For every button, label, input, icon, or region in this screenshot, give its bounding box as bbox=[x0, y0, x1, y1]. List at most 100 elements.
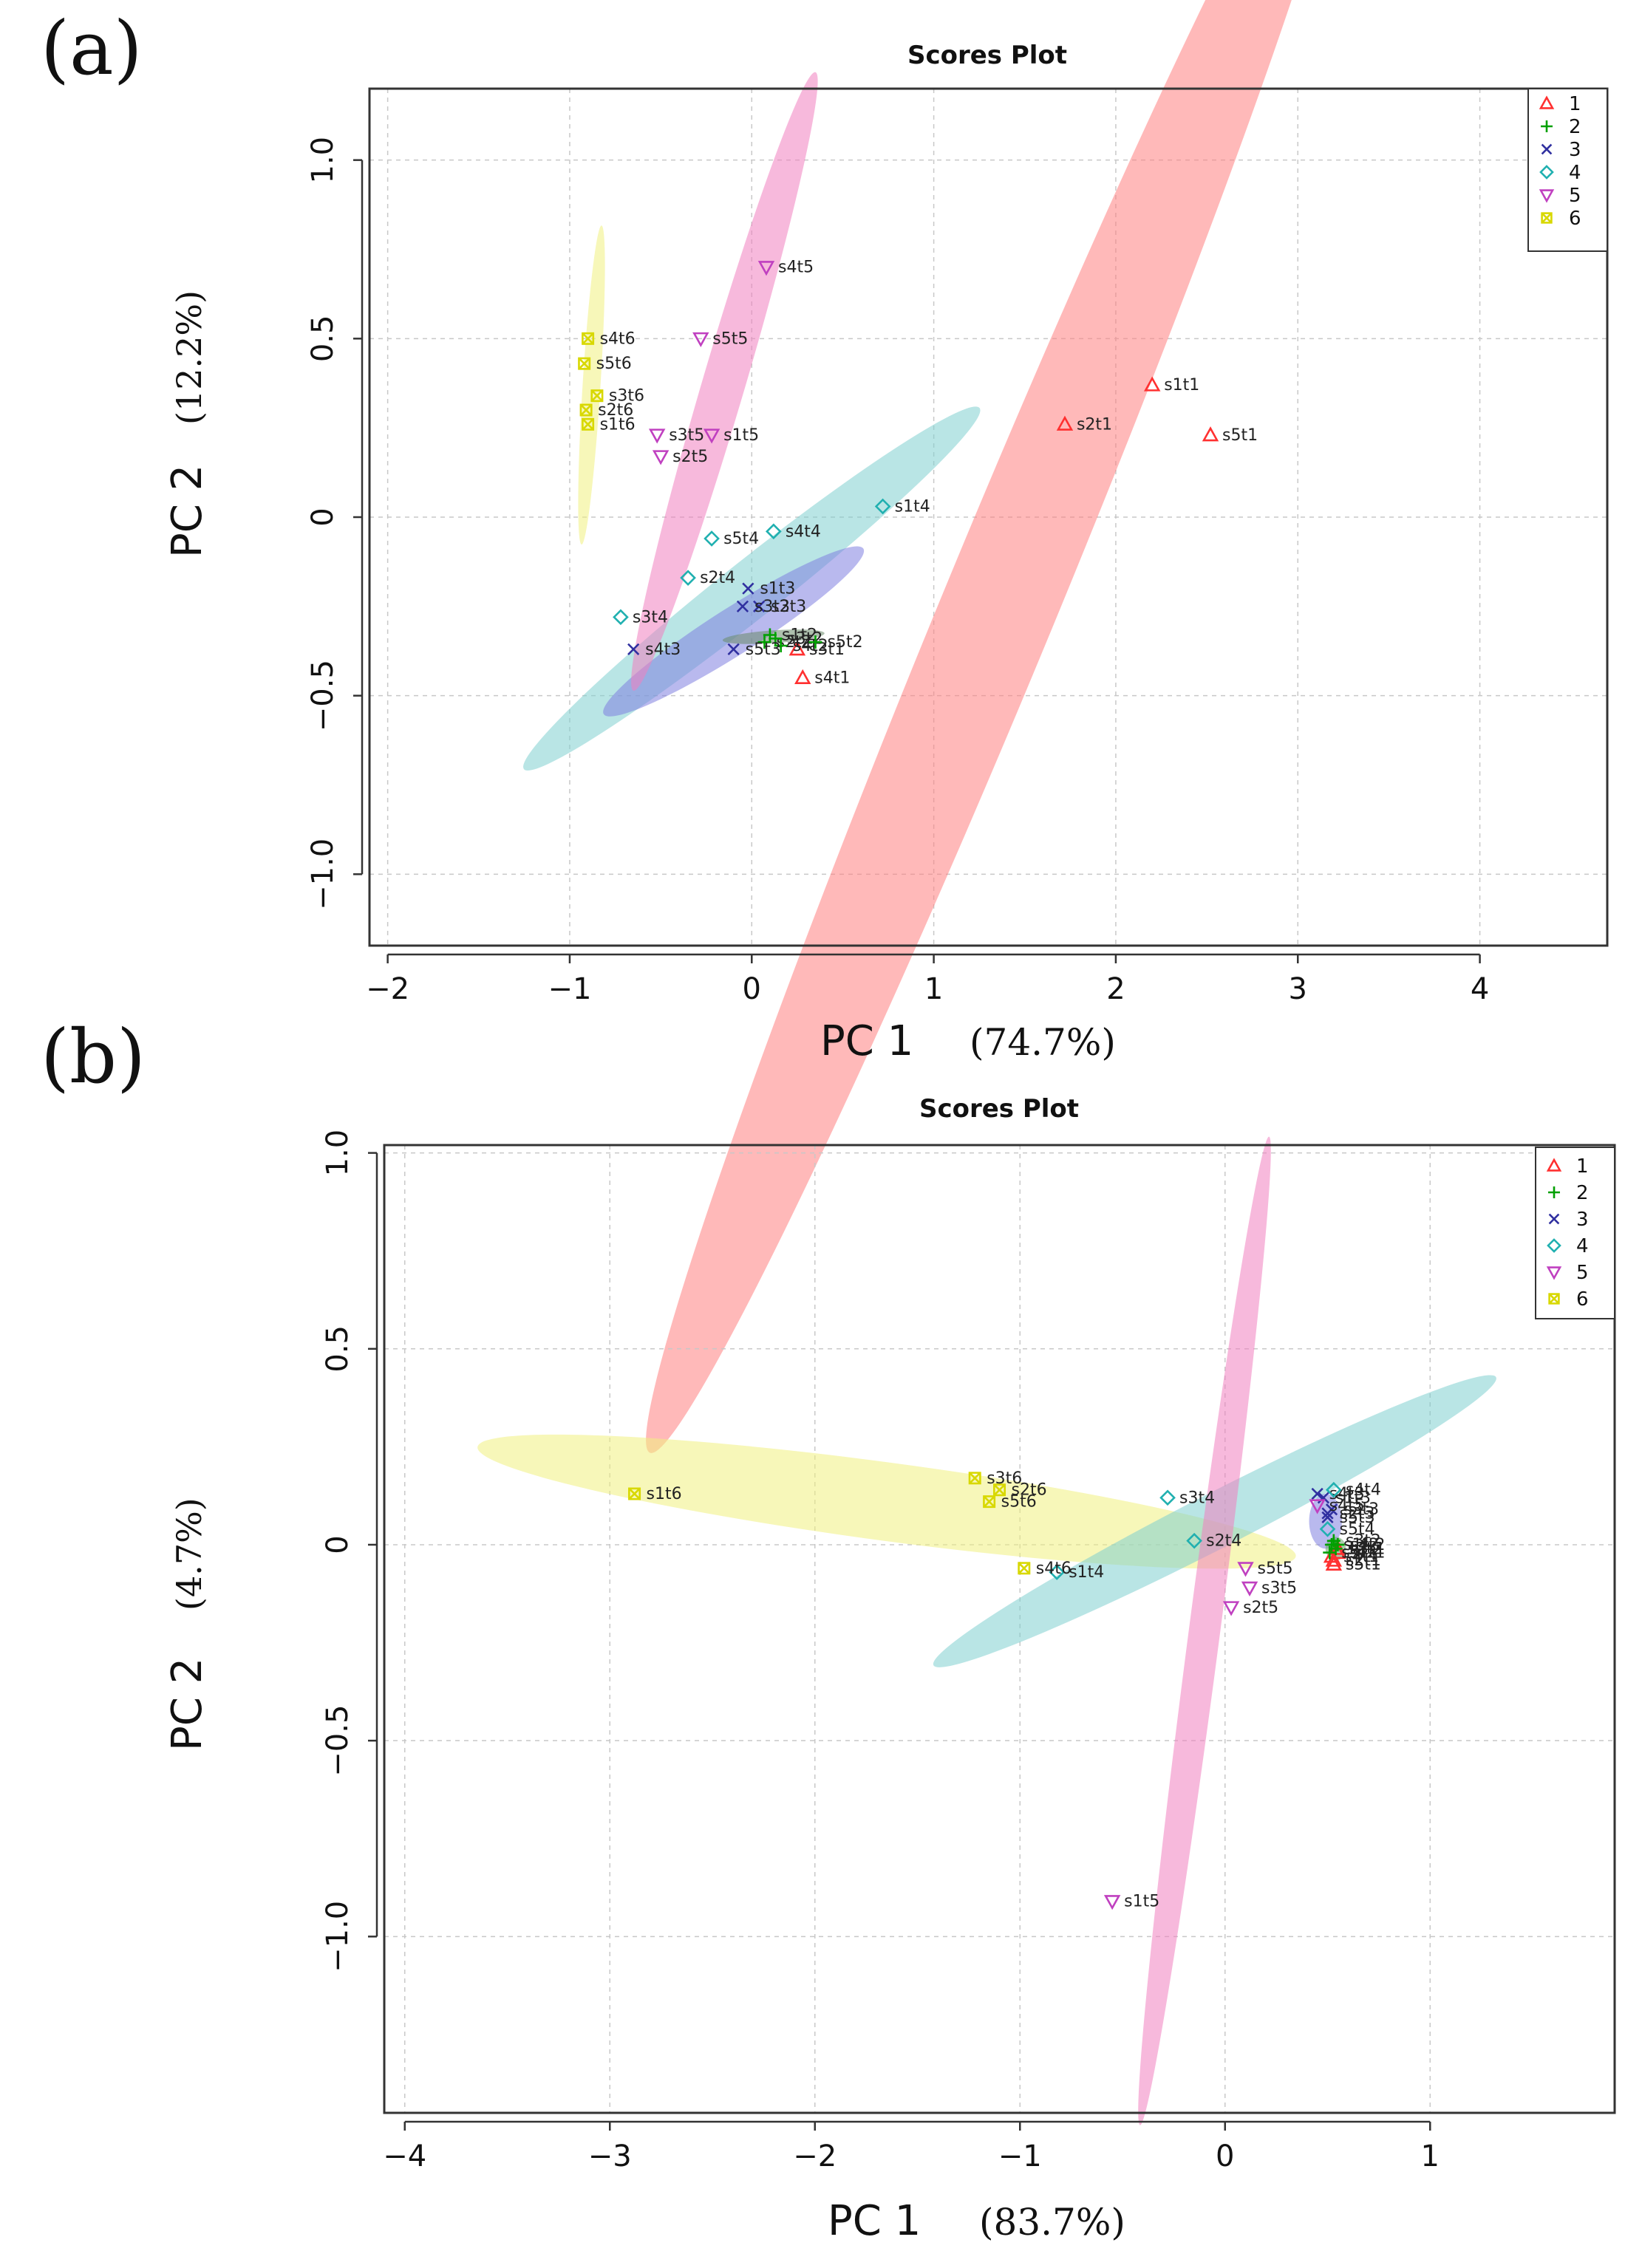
point-s1t4-a bbox=[874, 498, 891, 515]
point-s3t1-a bbox=[788, 641, 806, 656]
point-s3t6-b-shape bbox=[968, 1472, 981, 1485]
legend-marker-5-b-shape bbox=[1546, 1266, 1562, 1280]
point-label-s2t6-a: s2t6 bbox=[598, 401, 633, 420]
y-axis-pct-a: (12.2%) bbox=[169, 290, 209, 425]
chart-title-a: Scores Plot bbox=[907, 41, 1067, 70]
x-tick-label-a-1: 1 bbox=[924, 972, 943, 1006]
point-label-s2t5-b: s2t5 bbox=[1243, 1599, 1278, 1617]
legend-marker-6-b bbox=[1548, 1293, 1560, 1305]
point-s4t1-a bbox=[794, 669, 811, 685]
point-label-s5t1-b: s5t1 bbox=[1346, 1555, 1381, 1574]
point-s5t6-a bbox=[578, 357, 591, 370]
point-s5t2-a bbox=[808, 635, 822, 649]
point-s4t4-b bbox=[1325, 1481, 1342, 1498]
point-s3t4-a-shape bbox=[613, 609, 629, 626]
point-s4t5-a-shape bbox=[757, 261, 775, 276]
point-label-s2t5-a: s2t5 bbox=[672, 448, 708, 466]
point-label-s3t6-a: s3t6 bbox=[609, 387, 644, 406]
point-s1t1-a-shape bbox=[1143, 376, 1161, 392]
legend-label-4-a: 4 bbox=[1569, 162, 1581, 184]
point-s1t3-b-shape bbox=[1317, 1492, 1330, 1504]
y-tick-label-b-0.5: 0.5 bbox=[321, 1325, 355, 1373]
point-label-s3t4-a: s3t4 bbox=[633, 608, 668, 626]
legend-marker-6-b-shape-x bbox=[1548, 1293, 1560, 1305]
point-label-s1t4-a: s1t4 bbox=[895, 498, 930, 516]
y-tick-label-a--0.5: −0.5 bbox=[306, 660, 340, 731]
point-s5t3-b bbox=[1321, 1511, 1334, 1523]
point-s1t4-b bbox=[1049, 1564, 1066, 1580]
point-label-s5t2-a: s5t2 bbox=[827, 633, 862, 652]
point-s3t5-a-shape bbox=[648, 428, 666, 444]
point-label-s4t2-b: s4t2 bbox=[1349, 1536, 1385, 1554]
x-tick-label-a-0: 0 bbox=[743, 972, 761, 1006]
point-label-s4t6-b: s4t6 bbox=[1036, 1560, 1072, 1578]
point-s2t5-a bbox=[652, 450, 670, 465]
point-s1t6-b bbox=[628, 1487, 641, 1500]
point-label-s4t3-a: s4t3 bbox=[645, 641, 681, 659]
x-tick-label-b--1: −1 bbox=[998, 2139, 1042, 2173]
point-label-s3t5-b: s3t5 bbox=[1261, 1579, 1297, 1597]
legend-marker-3-a bbox=[1541, 143, 1553, 155]
point-s3t3-a-shape bbox=[736, 600, 749, 612]
point-s3t1-a-shape bbox=[788, 641, 806, 656]
y-axis-label-a: PC 2 bbox=[163, 465, 211, 558]
point-s5t5-b bbox=[1237, 1562, 1254, 1577]
x-tick-label-b-1: 1 bbox=[1421, 2139, 1440, 2173]
point-s3t2-a bbox=[769, 632, 783, 646]
legend-marker-6-a-shape bbox=[1541, 212, 1553, 224]
point-s4t1-a-shape bbox=[794, 669, 811, 685]
point-s4t3-b-shape bbox=[1311, 1487, 1324, 1500]
y-tick-label-a-0.5: 0.5 bbox=[306, 315, 340, 363]
point-s4t2-b bbox=[1331, 1537, 1345, 1551]
point-s2t2-a-shape bbox=[757, 635, 771, 649]
legend-label-6-a: 6 bbox=[1569, 208, 1581, 230]
ellipses-a bbox=[523, 0, 1353, 1453]
point-label-s3t6-b: s3t6 bbox=[987, 1469, 1022, 1488]
point-label-s1t5-a: s1t5 bbox=[723, 426, 759, 445]
point-s5t5-a bbox=[692, 332, 709, 348]
point-s3t4-b-shape bbox=[1159, 1489, 1176, 1506]
point-s3t6-b-shape-x bbox=[969, 1472, 981, 1484]
panel-a: (a) Scores Plot s1t1s2t1s5t1s4t1s3t1s1t2… bbox=[41, 0, 1609, 1453]
point-label-s3t2-a: s3t2 bbox=[787, 629, 822, 648]
point-s1t3-a bbox=[742, 582, 754, 595]
point-s2t6-b-shape bbox=[993, 1483, 1006, 1497]
point-label-s3t2-b: s3t2 bbox=[1346, 1532, 1381, 1551]
point-s4t5-a bbox=[757, 261, 775, 276]
point-s2t2-a bbox=[757, 635, 771, 649]
legend-marker-5-a-shape bbox=[1539, 189, 1555, 203]
y-tick-label-a--1: −1.0 bbox=[306, 838, 340, 910]
ellipse-group-6-a bbox=[578, 225, 605, 545]
point-label-s5t6-a: s5t6 bbox=[596, 355, 632, 373]
points-a: s1t1s2t1s5t1s4t1s3t1s1t2s2t2s3t2s4t2s5t2… bbox=[578, 259, 1258, 688]
points-b: s1t1s2t1s3t1s4t1s5t1s1t2s2t2s3t2s4t2s5t2… bbox=[628, 1469, 1385, 1911]
grid-b bbox=[384, 1145, 1615, 2113]
point-s5t2-a-shape bbox=[808, 635, 822, 649]
point-s1t6-b-shape bbox=[628, 1487, 641, 1500]
point-s1t6-b-shape-x bbox=[628, 1487, 641, 1500]
point-s2t3-a bbox=[753, 600, 766, 612]
legend-marker-2-a-shape bbox=[1541, 120, 1553, 132]
point-label-s3t3-a: s3t3 bbox=[754, 598, 790, 616]
x-ticks-a: −2 −1 0 1 2 3 4 bbox=[366, 953, 1489, 1006]
ellipse-group-2-a bbox=[722, 629, 825, 644]
point-s5t3-a bbox=[727, 643, 740, 655]
point-s2t4-a-shape bbox=[680, 570, 696, 587]
point-s1t4-a-shape bbox=[874, 498, 891, 515]
point-s4t5-b bbox=[1309, 1499, 1326, 1514]
point-label-s2t2-b: s2t2 bbox=[1348, 1540, 1383, 1558]
legend-label-2-a: 2 bbox=[1569, 116, 1581, 138]
point-label-s5t2-b: s5t2 bbox=[1341, 1544, 1377, 1562]
point-s2t6-a bbox=[579, 403, 593, 417]
legend-marker-3-a-shape bbox=[1541, 143, 1553, 155]
legend-marker-6-a bbox=[1541, 212, 1553, 224]
y-tick-label-b-1: 1.0 bbox=[321, 1130, 355, 1177]
point-label-s2t6-b: s2t6 bbox=[1012, 1481, 1047, 1500]
ellipse-group-6-b bbox=[477, 1434, 1296, 1569]
point-label-s5t5-a: s5t5 bbox=[712, 329, 748, 348]
point-label-s1t1-a: s1t1 bbox=[1164, 376, 1199, 394]
point-s1t6-a-shape bbox=[582, 417, 595, 431]
point-s5t6-b bbox=[983, 1495, 996, 1509]
x-axis-label-b: PC 1 bbox=[828, 2197, 921, 2245]
